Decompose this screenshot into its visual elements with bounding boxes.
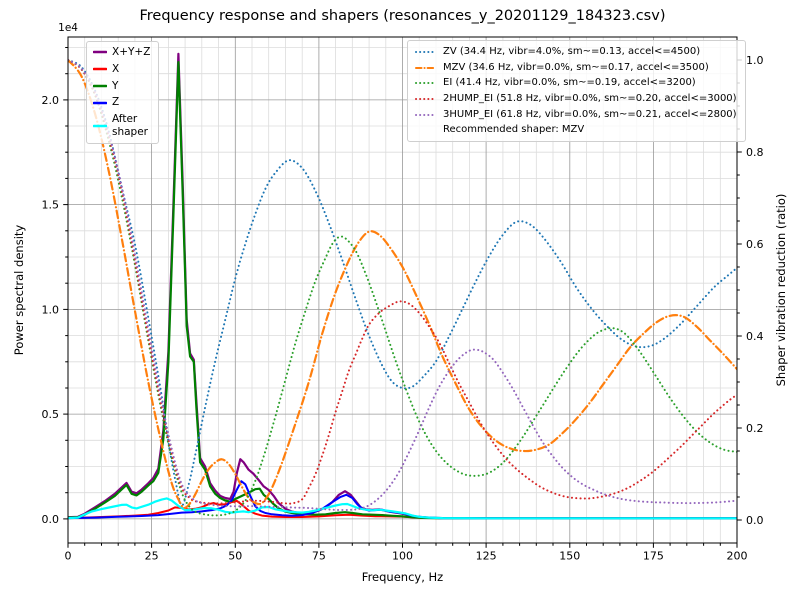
- legend-label-recommended: Recommended shaper: MZV: [443, 124, 585, 136]
- left-y-axis-label: Power spectral density: [12, 224, 26, 356]
- legend-line-x: [93, 66, 107, 72]
- left-tick-label-0.0: 0.0: [42, 513, 60, 526]
- x-tick-label-75: 75: [312, 550, 326, 563]
- legend-line-mzv: [415, 65, 437, 71]
- x-tick-label-25: 25: [145, 550, 159, 563]
- x-tick-label-125: 125: [476, 550, 497, 563]
- legend-label-3hump-ei: 3HUMP_EI (61.8 Hz, vibr=0.0%, sm~=0.21, …: [443, 108, 737, 120]
- x-axis-label: Frequency, Hz: [361, 570, 444, 584]
- legend-swatch-line: [93, 51, 107, 54]
- legend-item-3hump-ei: 3HUMP_EI (61.8 Hz, vibr=0.0%, sm~=0.21, …: [415, 107, 737, 122]
- left-tick-label-1.0: 1.0: [42, 303, 60, 316]
- legend-line-2hump-ei: [415, 96, 437, 102]
- legend-label-2hump-ei: 2HUMP_EI (51.8 Hz, vibr=0.0%, sm~=0.20, …: [443, 92, 737, 104]
- x-tick-label-50: 50: [228, 550, 242, 563]
- y-axis-offset-label: 1e4: [58, 22, 78, 34]
- right-tick-label-0.2: 0.2: [746, 422, 764, 435]
- right-tick-label-0.6: 0.6: [746, 238, 764, 251]
- legend-item-z: Z: [93, 96, 150, 109]
- legend-swatch-line: [415, 113, 437, 116]
- x-tick-label-175: 175: [643, 550, 664, 563]
- series-3hump-ei: [68, 59, 737, 511]
- legend-swatch-line: [93, 101, 107, 105]
- legend-line-3hump-ei: [415, 112, 437, 118]
- legend-line-ei: [415, 80, 437, 86]
- legend-label-after-shaper: After shaper: [112, 113, 149, 138]
- legend-swatch-line: [93, 84, 107, 88]
- series-2hump-ei: [68, 59, 737, 505]
- legend-line-z: [93, 100, 107, 106]
- left-tick-label-2.0: 2.0: [42, 94, 60, 107]
- legend-item-y: Y: [93, 80, 150, 93]
- chart-title: Frequency response and shapers (resonanc…: [139, 8, 666, 24]
- right-y-axis-label: Shaper vibration reduction (ratio): [774, 193, 788, 387]
- legend-label-z: Z: [112, 96, 120, 109]
- legend-swatch-line: [415, 82, 437, 85]
- series-ei: [68, 59, 737, 517]
- right-tick-label-0.8: 0.8: [746, 146, 764, 159]
- legend-label-x-y-z: X+Y+Z: [112, 46, 151, 58]
- legend-swatch-line: [93, 124, 107, 128]
- x-tick-label-200: 200: [727, 550, 748, 563]
- legend-label-zv: ZV (34.4 Hz, vibr=4.0%, sm~=0.13, accel<…: [443, 46, 701, 58]
- legend-item-after-shaper: After shaper: [93, 113, 150, 139]
- legend-item-2hump-ei: 2HUMP_EI (51.8 Hz, vibr=0.0%, sm~=0.20, …: [415, 92, 737, 107]
- x-tick-label-150: 150: [559, 550, 580, 563]
- shaper-legend: ZV (34.4 Hz, vibr=4.0%, sm~=0.13, accel<…: [407, 40, 746, 142]
- legend-line-y: [93, 83, 107, 89]
- legend-line-after-shaper: [93, 123, 107, 129]
- legend-item-ei: EI (41.4 Hz, vibr=0.0%, sm~=0.19, accel<…: [415, 76, 737, 91]
- right-tick-label-1.0: 1.0: [746, 54, 764, 67]
- legend-label-x: X: [112, 62, 120, 75]
- legend-item-x-y-z: X+Y+Z: [93, 46, 150, 59]
- right-tick-label-0.0: 0.0: [746, 514, 764, 527]
- x-tick-label-0: 0: [65, 550, 72, 563]
- legend-item-x: X: [93, 63, 150, 76]
- right-tick-label-0.4: 0.4: [746, 330, 764, 343]
- legend-line-x-y-z: [93, 49, 107, 55]
- legend-label-ei: EI (41.4 Hz, vibr=0.0%, sm~=0.19, accel<…: [443, 77, 696, 89]
- legend-line-zv: [415, 49, 437, 55]
- legend-label-mzv: MZV (34.6 Hz, vibr=0.0%, sm~=0.17, accel…: [443, 61, 709, 73]
- legend-swatch-line: [415, 66, 437, 69]
- legend-item-zv: ZV (34.4 Hz, vibr=4.0%, sm~=0.13, accel<…: [415, 45, 737, 60]
- legend-item-mzv: MZV (34.6 Hz, vibr=0.0%, sm~=0.17, accel…: [415, 61, 737, 76]
- left-tick-label-1.5: 1.5: [42, 199, 60, 212]
- legend-swatch-line: [93, 67, 107, 71]
- legend-item-recommended: Recommended shaper: MZV: [415, 123, 737, 138]
- legend-swatch-line: [415, 51, 437, 54]
- tick-labels: 0 25 50 75 100 125 150 175 200 0.0 0.5 1.0 1.5 2.0 0.0…: [42, 22, 764, 563]
- legend-label-y: Y: [112, 79, 119, 92]
- left-tick-label-0.5: 0.5: [42, 408, 60, 421]
- ticks: [63, 47, 742, 548]
- series-mzv: [68, 58, 737, 510]
- x-tick-label-100: 100: [392, 550, 413, 563]
- series-group: [68, 52, 737, 520]
- legend-swatch-line: [415, 98, 437, 101]
- psd-series-legend: X+Y+Z X Y Z After shaper: [86, 41, 160, 144]
